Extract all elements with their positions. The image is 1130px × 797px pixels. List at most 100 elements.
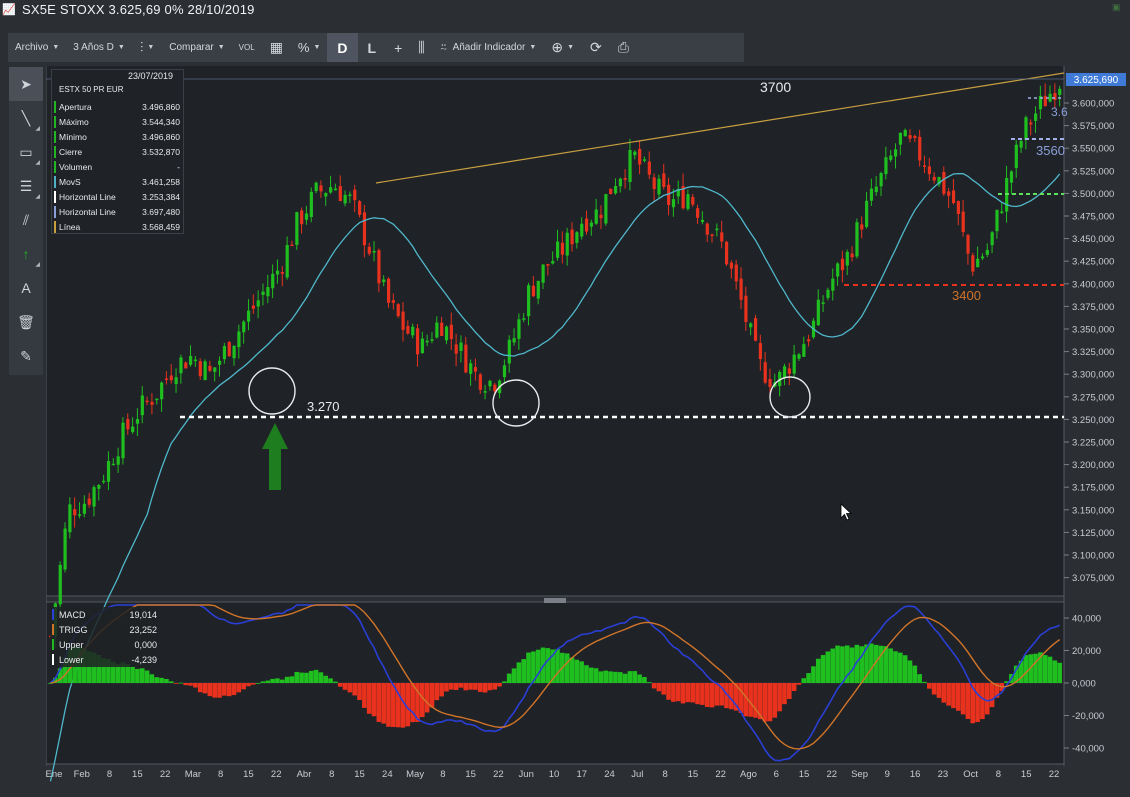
candle-body [353, 189, 357, 201]
pane-resize-handle[interactable] [544, 598, 566, 603]
macd-bar [57, 668, 63, 683]
macd-bar [555, 649, 560, 683]
fibonacci-tool[interactable]: ☰ ◢ [19, 177, 40, 201]
candle-body [903, 129, 907, 137]
candle-body [966, 235, 970, 254]
macd-bar [420, 683, 425, 718]
candle-body [444, 326, 449, 341]
candle-body [425, 340, 429, 343]
archivo-menu[interactable]: Archivo ▼ [8, 33, 66, 62]
macd-bar [782, 683, 787, 705]
chart-type-button[interactable]: ⫶ ▼ [132, 33, 162, 62]
compare-menu[interactable]: Comparar ▼ [162, 33, 231, 62]
period-select[interactable]: 3 Años D ▼ [66, 33, 132, 62]
macd-bar [366, 683, 372, 714]
candle-body [97, 485, 101, 489]
blue-level-label: 3560 [1036, 143, 1065, 158]
macd-bar [613, 671, 618, 683]
time-tick-label: 10 [549, 769, 560, 780]
macd-bar [772, 683, 778, 718]
macd-bar [1038, 652, 1043, 683]
ohlc-row-label: MovS [58, 176, 81, 187]
macd-bar [758, 683, 763, 720]
macd-bar [651, 683, 657, 689]
macd-bar [806, 673, 811, 683]
d-button[interactable]: D [327, 33, 358, 62]
macd-bar [627, 671, 633, 683]
print-button[interactable]: ⎙ [610, 33, 637, 62]
time-tick-label: Ene [46, 769, 62, 780]
channel-tool[interactable]: ⫽ [9, 203, 43, 237]
grid-button[interactable]: ▦ [262, 33, 291, 62]
macd-bar [473, 683, 478, 690]
time-tick-label: 22 [271, 769, 282, 780]
candle-body [797, 354, 801, 359]
eraser-tool[interactable]: ✎ [9, 339, 43, 373]
price-tick-label: 3.600,000 [1072, 99, 1114, 110]
price-tick-label: 3.450,000 [1072, 234, 1114, 245]
candle-body [956, 201, 960, 214]
candle-body [763, 362, 767, 383]
ohlc-row-label: Mínimo [58, 131, 87, 142]
candle-body [961, 211, 965, 233]
period-label: 3 Años D [73, 42, 114, 53]
macd-bar [724, 683, 729, 709]
resistance-label: 3700 [760, 79, 791, 95]
candle-body [753, 318, 758, 341]
l-button[interactable]: L [358, 33, 387, 62]
refresh-button[interactable]: ⟳ [582, 33, 610, 62]
ohlc-row: Máximo 3.544,340 [54, 114, 180, 129]
macd-bar [424, 683, 430, 713]
pointer-tool[interactable]: ➤ [9, 67, 43, 101]
volume-button[interactable]: VOL [232, 33, 262, 62]
macd-legend-value: -4,239 [131, 654, 157, 665]
macd-bar [130, 666, 135, 683]
text-tool[interactable]: A [9, 271, 43, 305]
rectangle-tool[interactable]: ▭ ◢ [19, 143, 40, 167]
candle-body [174, 377, 178, 385]
ohlc-row-label: Línea [58, 221, 81, 232]
add-indicator-menu[interactable]: ⍨ Añadir Indicador ▼ [433, 33, 544, 62]
time-tick-label: 22 [715, 769, 726, 780]
macd-bar [738, 683, 744, 713]
percent-button[interactable]: % ▼ [291, 33, 328, 62]
candle-body [589, 222, 593, 227]
macd-bar [719, 683, 724, 706]
candle-body [295, 212, 299, 245]
price-plot-area [46, 66, 1064, 596]
delete-tool[interactable]: 🗑 [9, 305, 43, 339]
candlestick-icon: 📈 [2, 3, 16, 16]
macd-bar [284, 676, 290, 683]
macd-bar [453, 683, 459, 690]
time-tick-label: 8 [107, 769, 112, 780]
candle-body [261, 291, 265, 295]
price-tick-label: 3.200,000 [1072, 460, 1114, 471]
candle-body [126, 418, 130, 430]
candle-body [406, 325, 410, 334]
candle-body [638, 148, 642, 165]
candle-body [744, 295, 748, 322]
candle-body [850, 253, 854, 258]
price-chart[interactable]: 3700 3.270 3400 3560 3.6 3.600,000 3.575,… [46, 66, 1130, 797]
time-tick-label: 8 [662, 769, 667, 780]
price-tick-label: 3.150,000 [1072, 505, 1114, 516]
trend-line-tool[interactable]: ╲ ◢ [21, 109, 40, 133]
candle-body [300, 210, 304, 225]
resistance-trendline[interactable] [375, 72, 1065, 184]
crosshair-button[interactable]: + [386, 33, 410, 62]
macd-histogram [48, 643, 1062, 728]
time-tick-label: 22 [493, 769, 504, 780]
macd-bar [487, 683, 493, 691]
macd-bar [642, 676, 647, 683]
bars-button[interactable]: ⫼ [410, 33, 432, 62]
macd-bar [661, 683, 667, 695]
zoom-button[interactable]: ⊕ ▼ [543, 33, 582, 62]
macd-bar [989, 683, 995, 708]
candle-body [111, 463, 115, 466]
macd-bar [714, 683, 720, 706]
candle-body [102, 480, 106, 483]
candle-body [473, 367, 478, 372]
arrow-tool[interactable]: ↑ ◢ [22, 246, 41, 268]
macd-bar [149, 674, 155, 683]
macd-bar [482, 683, 488, 693]
